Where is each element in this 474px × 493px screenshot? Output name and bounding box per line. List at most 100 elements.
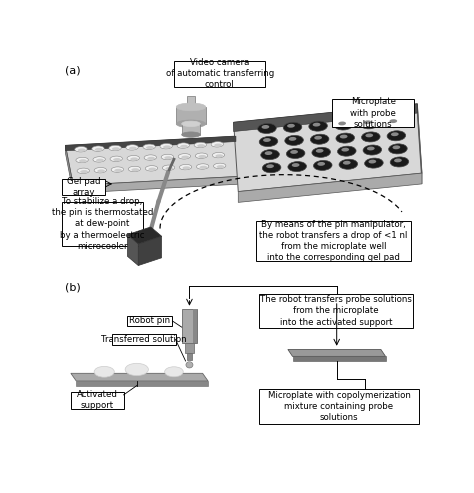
Text: Microplate
with probe
solutions: Microplate with probe solutions <box>350 98 396 129</box>
Polygon shape <box>187 360 192 365</box>
Ellipse shape <box>389 144 407 154</box>
Text: Activated
support: Activated support <box>77 390 118 410</box>
Ellipse shape <box>164 367 183 377</box>
Ellipse shape <box>214 143 222 146</box>
Text: Robot pin: Robot pin <box>129 317 171 325</box>
Ellipse shape <box>309 121 328 131</box>
Text: Transferred solution: Transferred solution <box>101 335 187 344</box>
Ellipse shape <box>310 134 329 144</box>
FancyBboxPatch shape <box>174 61 265 87</box>
Polygon shape <box>65 145 73 193</box>
Ellipse shape <box>94 168 107 173</box>
Ellipse shape <box>292 163 300 167</box>
FancyBboxPatch shape <box>187 96 195 107</box>
Ellipse shape <box>194 142 207 147</box>
Ellipse shape <box>182 121 201 127</box>
Ellipse shape <box>195 153 208 158</box>
FancyBboxPatch shape <box>192 310 197 343</box>
Text: (a): (a) <box>64 65 80 75</box>
Ellipse shape <box>95 148 103 151</box>
Ellipse shape <box>337 146 356 156</box>
Ellipse shape <box>130 157 138 161</box>
Ellipse shape <box>367 146 374 150</box>
FancyBboxPatch shape <box>259 388 419 424</box>
Ellipse shape <box>186 362 193 368</box>
Ellipse shape <box>198 155 206 158</box>
Ellipse shape <box>285 136 303 145</box>
Ellipse shape <box>97 170 105 173</box>
Text: Gel pad
array: Gel pad array <box>66 177 100 197</box>
Ellipse shape <box>392 145 400 149</box>
Ellipse shape <box>75 146 87 152</box>
Ellipse shape <box>128 166 141 172</box>
Ellipse shape <box>286 148 305 159</box>
Text: To stabilize a drop,
the pin is thermostated
at dew-point
by a thermoelectric
mi: To stabilize a drop, the pin is thermost… <box>52 197 153 250</box>
FancyBboxPatch shape <box>182 124 201 135</box>
Ellipse shape <box>131 168 139 171</box>
Ellipse shape <box>96 159 104 162</box>
Ellipse shape <box>148 168 156 171</box>
Ellipse shape <box>78 148 86 151</box>
Polygon shape <box>65 136 244 185</box>
Ellipse shape <box>144 155 156 160</box>
Ellipse shape <box>316 149 324 153</box>
FancyBboxPatch shape <box>185 343 194 352</box>
Ellipse shape <box>283 122 302 132</box>
Ellipse shape <box>339 159 357 169</box>
FancyBboxPatch shape <box>187 352 192 360</box>
Ellipse shape <box>336 133 355 143</box>
Ellipse shape <box>362 132 380 142</box>
Ellipse shape <box>390 157 409 167</box>
Ellipse shape <box>363 145 382 155</box>
Ellipse shape <box>163 145 171 148</box>
Ellipse shape <box>177 143 190 148</box>
Ellipse shape <box>360 119 379 129</box>
Polygon shape <box>234 104 417 132</box>
Ellipse shape <box>390 119 397 123</box>
Ellipse shape <box>387 131 406 141</box>
Polygon shape <box>238 173 422 203</box>
Ellipse shape <box>164 156 172 159</box>
Ellipse shape <box>77 168 90 174</box>
Ellipse shape <box>264 151 273 155</box>
Polygon shape <box>288 350 385 356</box>
Ellipse shape <box>262 125 269 129</box>
Ellipse shape <box>80 170 88 173</box>
Ellipse shape <box>266 164 274 168</box>
Ellipse shape <box>147 157 155 160</box>
Ellipse shape <box>262 163 281 173</box>
Polygon shape <box>128 235 138 266</box>
Ellipse shape <box>312 147 330 157</box>
Polygon shape <box>417 104 422 184</box>
Ellipse shape <box>143 144 155 149</box>
Ellipse shape <box>178 154 191 159</box>
Ellipse shape <box>79 159 87 162</box>
Ellipse shape <box>313 160 332 171</box>
Ellipse shape <box>217 165 224 168</box>
Ellipse shape <box>365 158 383 168</box>
Ellipse shape <box>313 123 320 127</box>
Ellipse shape <box>391 132 399 136</box>
Ellipse shape <box>314 136 322 140</box>
Polygon shape <box>65 136 236 151</box>
Ellipse shape <box>394 158 402 162</box>
Text: Video camera
of automatic transferring
control: Video camera of automatic transferring c… <box>165 58 274 89</box>
Ellipse shape <box>145 166 158 171</box>
Ellipse shape <box>76 157 88 163</box>
Polygon shape <box>76 381 208 387</box>
FancyBboxPatch shape <box>259 294 413 328</box>
Ellipse shape <box>196 164 209 169</box>
Ellipse shape <box>161 154 173 160</box>
Ellipse shape <box>213 163 226 169</box>
Ellipse shape <box>111 167 124 172</box>
Ellipse shape <box>126 145 138 150</box>
Ellipse shape <box>114 169 122 172</box>
Ellipse shape <box>200 166 207 169</box>
Ellipse shape <box>317 162 325 166</box>
Ellipse shape <box>109 145 121 151</box>
Ellipse shape <box>338 121 346 125</box>
Polygon shape <box>138 236 162 266</box>
Ellipse shape <box>263 138 271 142</box>
Ellipse shape <box>211 141 224 147</box>
Ellipse shape <box>182 132 201 138</box>
